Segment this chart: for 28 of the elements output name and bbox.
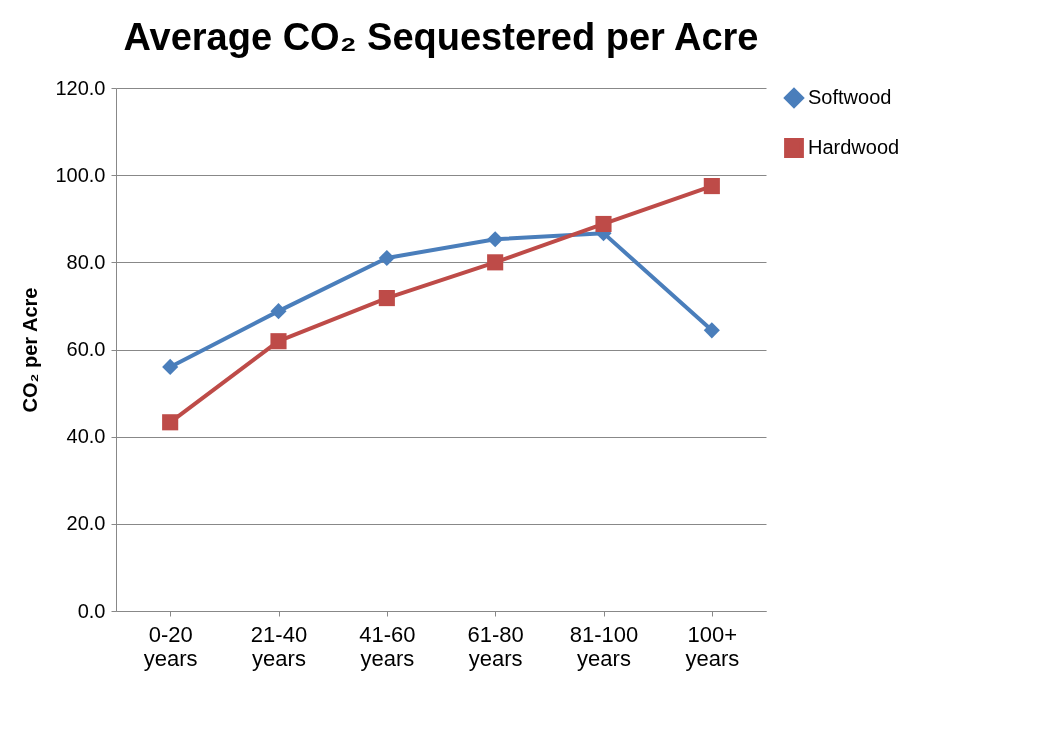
y-tick-label: 20.0 (66, 512, 106, 535)
y-tick-label: 40.0 (66, 425, 106, 448)
point (378, 249, 395, 267)
point (378, 290, 395, 307)
x-tick-label: 81-100 years (569, 621, 639, 671)
y-tick-label: 120.0 (55, 76, 106, 99)
point (162, 414, 179, 431)
point (703, 322, 720, 339)
point (162, 358, 179, 375)
chart-title: Average CO₂ Sequestered per Acre (123, 16, 759, 58)
point (487, 254, 504, 271)
legend-label: Softwood (808, 86, 892, 108)
point (703, 178, 720, 195)
point (270, 303, 287, 320)
x-tick-label: 100+ years (685, 621, 740, 671)
y-axis-title: CO₂ per Acre (19, 287, 42, 413)
x-tick-label: 61-80 years (467, 621, 524, 671)
y-tick-label: 60.0 (66, 338, 106, 360)
y-tick-label: 0.0 (77, 599, 106, 622)
point (595, 215, 612, 233)
y-tick-label: 80.0 (66, 250, 106, 273)
point (270, 333, 287, 350)
y-tick-label: 100.0 (55, 163, 106, 186)
point (487, 231, 504, 248)
x-tick-label: 41-60 years (359, 621, 416, 671)
x-tick-label: 21-40 years (250, 621, 308, 671)
x-tick-label: 0-20 years (143, 621, 198, 671)
legend-label: Hardwood (808, 136, 900, 158)
